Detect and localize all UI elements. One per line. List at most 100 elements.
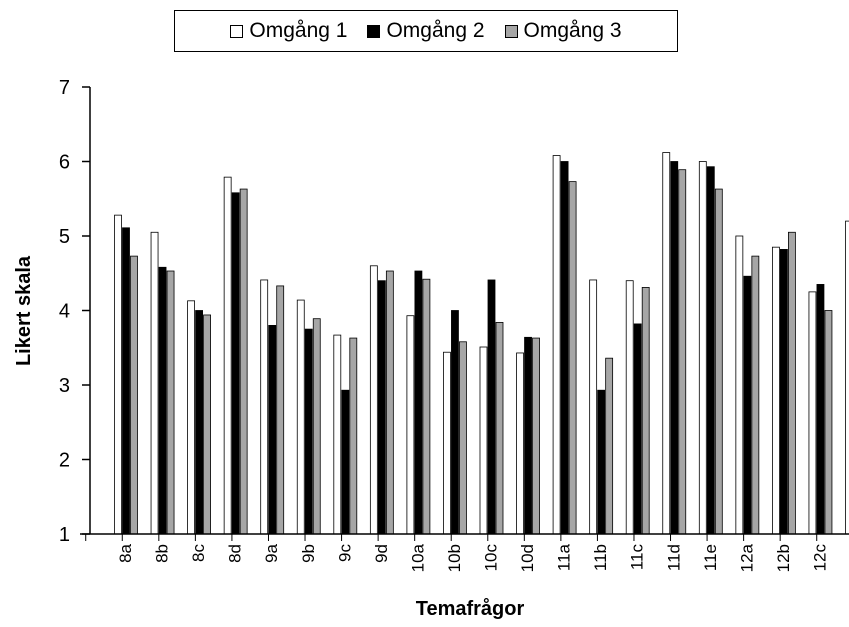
bar-11b-series-3 <box>605 357 614 535</box>
axes-layer: 1 2 3 4 5 6 7 8a 8b 8c 8d 9a 9b 9c 9d 10a 10b 10c 10d 11a 11… <box>59 77 849 572</box>
bar-12c-series-1 <box>808 291 817 535</box>
bar-10a-series-2 <box>414 270 423 535</box>
bar-11c-series-1 <box>625 280 634 535</box>
x-tick-label-12a: 12a <box>737 543 756 572</box>
bar-8a-series-1 <box>114 214 122 535</box>
bar-8b-series-2 <box>158 266 167 535</box>
bar-11a-series-2 <box>560 161 569 535</box>
x-tick-label-12d: 12d <box>847 544 849 572</box>
x-tick-label-8c: 8c <box>189 544 208 562</box>
bar-10d-series-1 <box>516 352 524 535</box>
bar-11e-series-3 <box>714 188 723 535</box>
bar-9a-series-1 <box>260 279 269 535</box>
y-tick-label-0: 1 <box>59 524 70 546</box>
bar-12c-series-3 <box>824 310 833 535</box>
x-tick-label-10a: 10a <box>408 543 427 572</box>
bars-layer <box>114 152 849 535</box>
x-tick-label-10d: 10d <box>518 544 537 572</box>
bar-10d-series-3 <box>532 337 540 535</box>
y-tick-label-2: 3 <box>59 375 70 397</box>
legend-label-series-2: Omgång 2 <box>386 19 485 42</box>
bar-11a-series-3 <box>568 181 577 535</box>
bar-12b-series-1 <box>772 246 780 535</box>
bar-8c-series-3 <box>203 314 212 535</box>
chart-legend: Omgång 1 Omgång 2 Omgång 3 <box>174 10 678 52</box>
bar-10b-series-1 <box>443 351 451 535</box>
x-tick-label-9c: 9c <box>335 544 354 562</box>
bar-12a-series-1 <box>735 235 744 535</box>
bar-10c-series-2 <box>487 279 496 535</box>
bar-11d-series-3 <box>678 169 687 535</box>
bar-9b-series-1 <box>296 299 305 535</box>
bar-8c-series-1 <box>187 300 196 535</box>
legend-label-series-1: Omgång 1 <box>249 19 348 42</box>
x-tick-label-11a: 11a <box>555 543 574 571</box>
x-tick-label-11e: 11e <box>701 544 720 571</box>
legend-label-series-3: Omgång 3 <box>523 19 622 42</box>
bar-8b-series-3 <box>166 270 175 535</box>
x-tick-label-11b: 11b <box>591 544 610 571</box>
bar-10d-series-2 <box>524 336 532 535</box>
legend-swatch-series-1 <box>230 24 244 38</box>
x-tick-label-12c: 12c <box>810 544 829 572</box>
bar-8d-series-2 <box>231 192 240 535</box>
bar-12b-series-2 <box>780 249 788 535</box>
y-tick-label-6: 7 <box>59 77 70 99</box>
bar-11c-series-3 <box>641 287 650 535</box>
x-tick-label-11c: 11c <box>628 544 647 571</box>
x-tick-label-10b: 10b <box>445 544 464 572</box>
bar-9b-series-3 <box>312 318 321 535</box>
legend-swatch-series-3 <box>504 24 518 38</box>
bar-10a-series-1 <box>406 315 415 535</box>
x-tick-label-9d: 9d <box>372 544 391 563</box>
bar-12c-series-2 <box>816 284 825 535</box>
bar-9a-series-3 <box>276 285 285 535</box>
bar-8d-series-1 <box>223 176 232 535</box>
bar-12d-series-1 <box>845 220 849 535</box>
bar-8d-series-3 <box>239 188 248 535</box>
x-axis-title: Temafrågor <box>416 597 525 620</box>
bar-9c-series-1 <box>333 334 342 535</box>
bar-11d-series-1 <box>662 152 671 535</box>
bar-10c-series-3 <box>495 322 504 535</box>
x-tick-label-12b: 12b <box>774 544 793 572</box>
bar-12a-series-3 <box>751 255 760 535</box>
y-tick-label-3: 4 <box>59 301 70 323</box>
x-tick-label-10c: 10c <box>482 544 501 572</box>
bar-9c-series-2 <box>341 389 350 535</box>
legend-item-series-1: Omgång 1 <box>230 19 347 43</box>
bar-10c-series-1 <box>479 346 488 535</box>
legend-item-series-2: Omgång 2 <box>367 19 485 43</box>
bar-11a-series-1 <box>552 155 561 535</box>
bar-10b-series-3 <box>459 341 467 535</box>
x-tick-label-8a: 8a <box>116 543 135 562</box>
bar-10b-series-2 <box>451 310 459 535</box>
x-tick-label-8d: 8d <box>226 544 245 563</box>
bar-11b-series-1 <box>589 279 598 535</box>
bar-8c-series-2 <box>195 310 204 535</box>
bar-11e-series-1 <box>698 161 707 535</box>
bar-12b-series-3 <box>788 231 796 535</box>
bar-9d-series-3 <box>385 270 394 535</box>
y-tick-label-1: 2 <box>59 450 70 472</box>
bar-8a-series-3 <box>130 255 138 535</box>
bar-10a-series-3 <box>422 278 431 535</box>
bar-8b-series-1 <box>150 231 159 535</box>
y-tick-label-4: 5 <box>59 226 70 248</box>
bar-11b-series-2 <box>597 389 606 535</box>
bar-11d-series-2 <box>670 161 679 535</box>
bar-9c-series-3 <box>349 337 358 535</box>
bar-12a-series-2 <box>743 275 752 535</box>
x-tick-label-9b: 9b <box>299 544 318 563</box>
bar-11c-series-2 <box>633 323 642 535</box>
bar-9b-series-2 <box>304 328 313 535</box>
bar-8a-series-2 <box>122 227 130 535</box>
bar-9d-series-1 <box>369 265 378 535</box>
y-axis-title: Likert skala <box>13 255 35 366</box>
legend-swatch-series-2 <box>367 24 381 38</box>
y-tick-label-5: 6 <box>59 152 70 174</box>
bar-9d-series-2 <box>377 280 386 535</box>
x-tick-label-9a: 9a <box>262 543 281 562</box>
bar-9a-series-2 <box>268 324 277 535</box>
